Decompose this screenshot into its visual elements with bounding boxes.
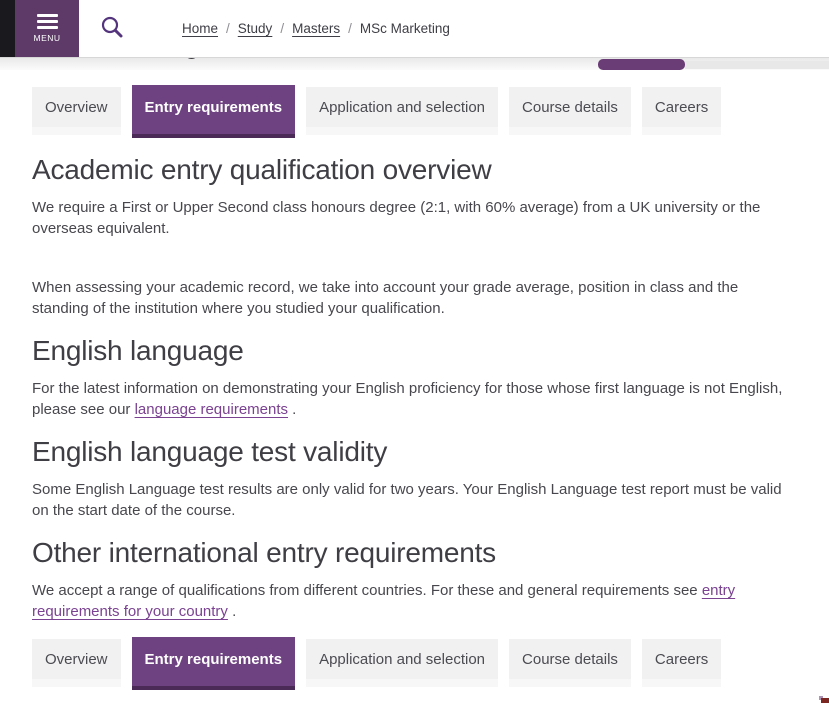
search-icon bbox=[100, 15, 124, 42]
heading-test-validity: English language test validity bbox=[32, 436, 388, 467]
tab-course-details[interactable]: Course details bbox=[509, 87, 631, 135]
paragraph-text: We accept a range of qualifications from… bbox=[32, 582, 702, 599]
tab-entry-requirements-bottom[interactable]: Entry requirements bbox=[131, 637, 296, 690]
menu-button[interactable]: MENU bbox=[15, 0, 79, 57]
language-requirements-link[interactable]: language requirements bbox=[134, 401, 289, 418]
paragraph-english-language: For the latest information on demonstrat… bbox=[32, 378, 798, 420]
breadcrumb-link-study[interactable]: Study bbox=[237, 21, 273, 36]
tab-course-details-bottom[interactable]: Course details bbox=[509, 639, 631, 687]
country-requirements-link[interactable]: entry requirements for your country bbox=[32, 582, 736, 620]
breadcrumb-separator: / bbox=[280, 21, 285, 36]
heading-other-international: Other international entry requirements bbox=[32, 537, 496, 568]
tabs-scrollbar-thumb[interactable] bbox=[598, 59, 685, 70]
heading-academic-entry: Academic entry qualification overview bbox=[32, 154, 492, 185]
main-content: Overview Entry requirements Application … bbox=[0, 85, 829, 690]
search-button[interactable] bbox=[86, 0, 138, 57]
menu-button-label: MENU bbox=[33, 33, 61, 43]
tab-application-and-selection-bottom[interactable]: Application and selection bbox=[306, 639, 499, 687]
heading-english-language: English language bbox=[32, 335, 244, 366]
tab-careers[interactable]: Careers bbox=[641, 87, 722, 135]
page-title-partial: MSc Marketing bbox=[32, 58, 199, 59]
course-tabs-bottom: Overview Entry requirements Application … bbox=[32, 637, 798, 690]
paragraph-text: . bbox=[288, 401, 297, 418]
breadcrumb-separator: / bbox=[226, 21, 230, 36]
tab-overview[interactable]: Overview bbox=[32, 87, 121, 135]
breadcrumb-link-masters[interactable]: Masters bbox=[292, 21, 341, 36]
tab-careers-bottom[interactable]: Careers bbox=[641, 639, 722, 687]
breadcrumb-separator: / bbox=[348, 21, 352, 36]
breadcrumb: Home / Study / Masters / MSc Marketing bbox=[182, 0, 450, 57]
paragraph-other-international: We accept a range of qualifications from… bbox=[32, 580, 798, 622]
tabs-scrollbar-track bbox=[685, 61, 829, 69]
tab-overview-bottom[interactable]: Overview bbox=[32, 639, 121, 687]
site-header: MENU Home / Study / Masters / MSc Market… bbox=[0, 0, 829, 57]
hamburger-icon bbox=[36, 14, 58, 29]
corner-widget[interactable] bbox=[821, 698, 829, 703]
tab-entry-requirements[interactable]: Entry requirements bbox=[131, 85, 296, 138]
paragraph-academic-2: When assessing your academic record, we … bbox=[32, 279, 739, 317]
paragraph-academic-1: We require a First or Upper Second class… bbox=[32, 199, 761, 237]
left-edge-strip bbox=[0, 0, 15, 57]
paragraph-text: . bbox=[227, 603, 237, 620]
paragraph-text: For the latest information on demonstrat… bbox=[32, 380, 783, 418]
course-tabs-top: Overview Entry requirements Application … bbox=[32, 85, 798, 138]
paragraph-test-validity: Some English Language test results are o… bbox=[32, 481, 782, 519]
title-strip: MSc Marketing bbox=[0, 57, 829, 70]
breadcrumb-current: MSc Marketing bbox=[359, 21, 450, 36]
tab-application-and-selection[interactable]: Application and selection bbox=[306, 87, 499, 135]
breadcrumb-link-home[interactable]: Home bbox=[182, 21, 219, 36]
